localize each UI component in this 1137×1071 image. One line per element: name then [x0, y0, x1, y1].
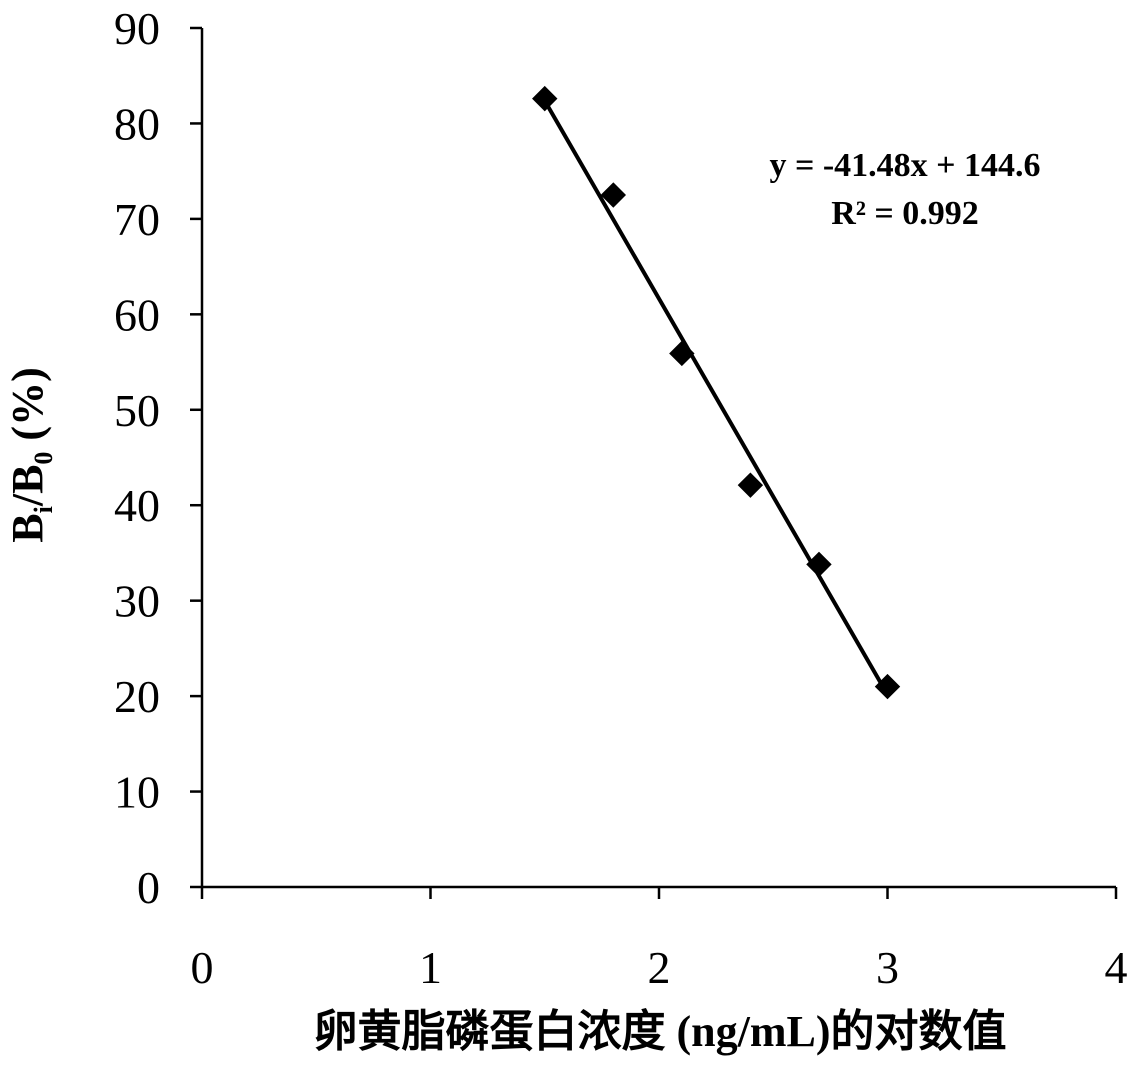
x-tick-labels: 0 1 2 3 4 — [191, 942, 1128, 993]
y-tick-label: 90 — [114, 3, 160, 54]
y-tick-label: 20 — [114, 671, 160, 722]
y-tick-label: 0 — [137, 862, 160, 913]
x-axis-title: 卵黄脂磷蛋白浓度 (ng/mL)的对数值 — [314, 1007, 1007, 1056]
y-tick-label: 50 — [114, 385, 160, 436]
data-point — [533, 87, 557, 111]
x-tick-label: 1 — [419, 942, 442, 993]
x-tick-label: 4 — [1105, 942, 1128, 993]
x-tick-label: 3 — [876, 942, 899, 993]
y-tick-label: 10 — [114, 767, 160, 818]
y-tick-label: 40 — [114, 480, 160, 531]
y-tick-labels: 0 10 20 30 40 50 60 70 80 90 — [114, 3, 160, 913]
y-tick-label: 30 — [114, 576, 160, 627]
data-point — [670, 341, 694, 365]
data-point — [738, 473, 762, 497]
x-tick-label: 2 — [648, 942, 671, 993]
data-point — [807, 552, 831, 576]
y-tick-label: 80 — [114, 98, 160, 149]
y-axis-title: Bi/B0 (%) — [3, 367, 58, 542]
x-tick-label: 0 — [191, 942, 214, 993]
trendline-group — [545, 101, 888, 695]
equation-label: y = -41.48x + 144.6 — [769, 147, 1040, 184]
r-squared-label: R² = 0.992 — [831, 195, 979, 232]
y-tick-label: 70 — [114, 194, 160, 245]
trendline — [545, 101, 888, 695]
y-tick-label: 60 — [114, 289, 160, 340]
